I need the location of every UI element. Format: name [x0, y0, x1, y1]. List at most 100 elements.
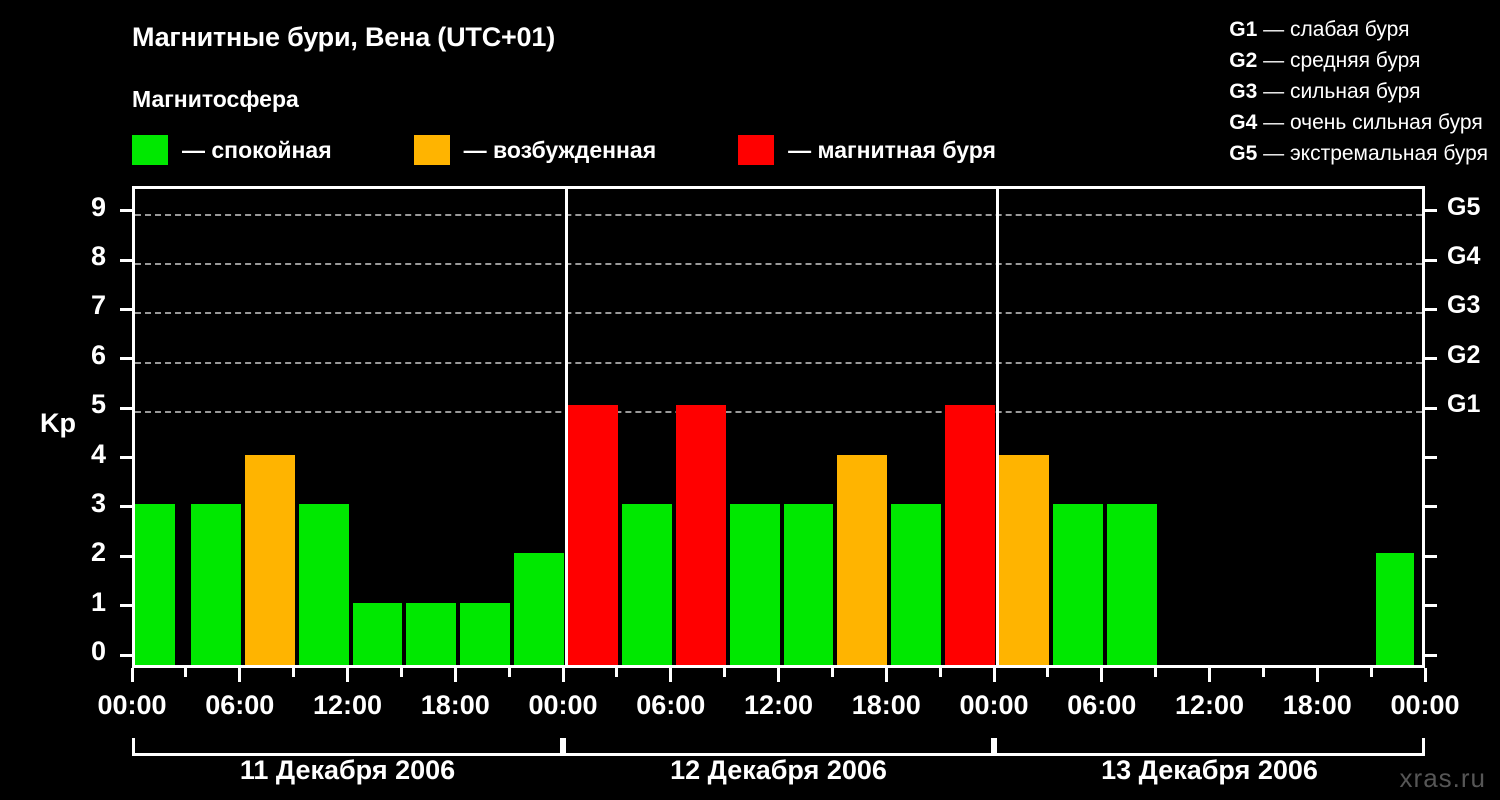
day-bracket-3	[994, 738, 1425, 756]
x-tickmark-major	[992, 668, 996, 682]
legend-item-quiet: — спокойная	[132, 133, 332, 167]
x-tick-label: 06:00	[1067, 690, 1137, 720]
gscale-text-g4: — очень сильная буря	[1263, 111, 1483, 134]
x-tickmark-minor	[615, 668, 619, 677]
day-separator-1	[564, 186, 568, 665]
day-bracket-1	[132, 738, 563, 756]
gscale-code-g5: G5	[1229, 142, 1258, 165]
x-tickmark-minor	[184, 668, 188, 677]
g-axis-label-G2: G2	[1447, 340, 1481, 369]
x-tickmark-major	[1315, 668, 1319, 682]
watermark: xras.ru	[1399, 763, 1486, 793]
gscale-code-g3: G3	[1229, 80, 1258, 103]
gscale-text-g5: — экстремальная буря	[1263, 142, 1488, 165]
day-label-2: 12 Декабря 2006	[670, 755, 887, 785]
plot-area	[132, 186, 1425, 668]
x-tickmark-minor	[830, 668, 834, 677]
g-minor-tickmark-2	[1425, 554, 1437, 558]
day-bracket-2	[563, 738, 994, 756]
y-tick-label-3: 3	[90, 487, 106, 518]
bar	[190, 503, 241, 665]
x-tickmark-minor	[1154, 668, 1158, 677]
gscale-line-g3: G3 — сильная буря	[1229, 76, 1488, 107]
x-tickmark-major	[346, 668, 349, 682]
g-tickmark-G3	[1425, 307, 1437, 311]
g-tickmark-G2	[1425, 357, 1437, 361]
x-tickmark-minor	[1261, 668, 1265, 677]
day-label-1: 11 Декабря 2006	[239, 755, 456, 785]
gscale-text-g2: — средняя буря	[1263, 49, 1421, 72]
day-separator-2	[995, 186, 999, 665]
y-tickmark-9	[120, 209, 132, 213]
gscale-line-g2: G2 — средняя буря	[1229, 45, 1488, 76]
bar	[1376, 553, 1414, 665]
x-tick-label: 00:00	[959, 690, 1029, 720]
g-tickmark-G1	[1425, 406, 1437, 410]
bar	[729, 503, 780, 665]
x-tickmark-major	[884, 668, 888, 682]
y-tick-label-4: 4	[90, 438, 106, 469]
x-tickmark-major	[1100, 668, 1104, 682]
bar	[837, 454, 888, 665]
gscale-code-g4: G4	[1229, 111, 1258, 134]
x-tickmark-major	[561, 668, 565, 682]
gscale-text-g1: — слабая буря	[1263, 18, 1410, 41]
y-tick-label-1: 1	[90, 586, 106, 617]
x-tickmark-minor	[1369, 668, 1373, 677]
y-tick-label-9: 9	[90, 191, 106, 222]
x-tick-label: 18:00	[1282, 690, 1352, 720]
g-minor-tickmark-4	[1425, 456, 1437, 460]
bar	[1106, 503, 1157, 665]
y-tickmark-1	[120, 604, 132, 608]
x-tick-label: 06:00	[205, 690, 275, 720]
x-tickmark-minor	[507, 668, 511, 677]
g-axis-label-G4: G4	[1447, 242, 1481, 271]
bar	[1052, 503, 1103, 665]
bar	[945, 405, 995, 665]
plot-inner	[135, 186, 1422, 665]
y-tickmark-3	[120, 505, 132, 509]
x-tickmark-major	[777, 668, 780, 682]
gscale-code-g2: G2	[1229, 49, 1258, 72]
gscale-code-g1: G1	[1229, 18, 1258, 41]
y-tickmark-4	[120, 456, 132, 460]
x-tick-label: 18:00	[420, 690, 490, 720]
bar	[783, 503, 834, 665]
x-tick-label: 00:00	[1390, 690, 1460, 720]
x-tickmark-minor	[938, 668, 942, 677]
y-tick-label-5: 5	[90, 389, 106, 420]
legend-swatch-quiet	[132, 135, 168, 165]
y-tick-label-7: 7	[90, 290, 106, 321]
x-tickmark-minor	[292, 668, 296, 677]
bar	[244, 454, 295, 665]
y-tick-label-6: 6	[90, 339, 106, 370]
bar	[999, 454, 1049, 665]
y-tickmark-8	[120, 258, 132, 262]
gscale-line-g5: G5 — экстремальная буря	[1229, 138, 1488, 169]
x-tickmark-major	[1423, 668, 1427, 682]
x-tick-label: 00:00	[97, 690, 167, 720]
y-tickmark-7	[120, 307, 132, 311]
y-tickmark-5	[120, 406, 132, 410]
x-tick-label: 06:00	[636, 690, 706, 720]
gridline-kp-7	[135, 312, 1422, 315]
g-minor-tickmark-0	[1425, 653, 1437, 657]
day-label-3: 13 Декабря 2006	[1101, 755, 1318, 785]
bar	[135, 503, 175, 665]
y-tickmark-6	[120, 357, 132, 361]
y-axis-title: Kp	[40, 408, 76, 438]
x-tickmark-major	[453, 668, 457, 682]
x-tickmark-major	[1208, 668, 1211, 682]
legend-label-unsettled: — возбужденная	[463, 136, 657, 163]
magnetosphere-legend: — спокойная — возбужденная — магнитная б…	[132, 133, 996, 167]
g-axis-label-G5: G5	[1447, 192, 1481, 221]
g-axis-label-G1: G1	[1447, 390, 1481, 419]
g-minor-tickmark-3	[1425, 505, 1437, 509]
legend-swatch-storm	[738, 135, 775, 165]
g-tickmark-G4	[1425, 258, 1437, 262]
g-minor-tickmark-1	[1425, 604, 1437, 608]
gridline-kp-9	[135, 213, 1422, 216]
gscale-text-g3: — сильная буря	[1263, 80, 1421, 103]
x-tickmark-minor	[399, 668, 403, 677]
x-tick-label: 12:00	[1174, 690, 1245, 720]
